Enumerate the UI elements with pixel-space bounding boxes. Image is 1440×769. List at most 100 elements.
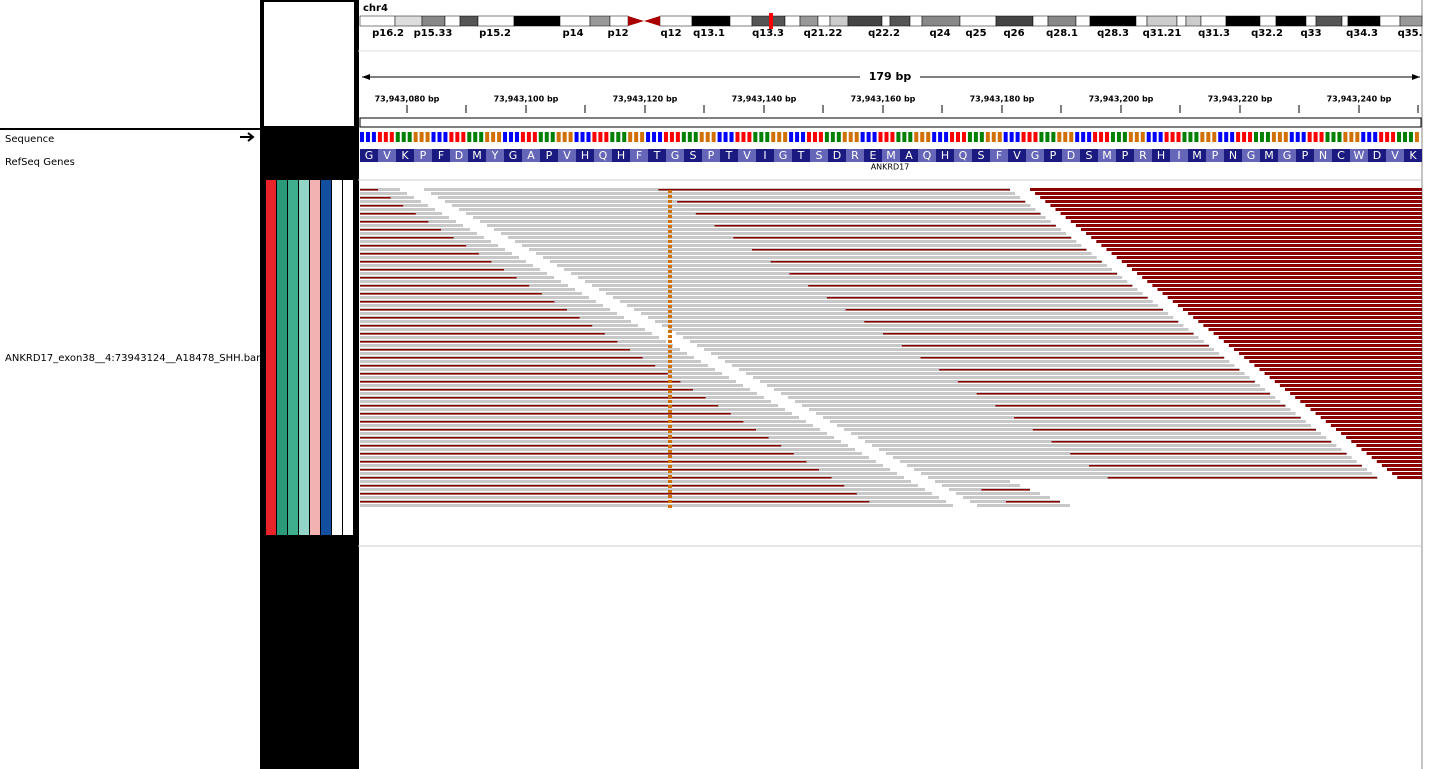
base — [365, 132, 370, 142]
soft-clip — [1162, 292, 1422, 295]
soft-clip — [1203, 324, 1422, 327]
mismatch — [668, 345, 672, 348]
soft-clip — [360, 405, 719, 407]
cytoband — [691, 15, 731, 27]
band-label: q31.21 — [1143, 28, 1182, 39]
soft-clip — [1055, 208, 1422, 211]
ruler-bar — [359, 117, 1422, 128]
codon — [1044, 149, 1062, 162]
soft-clip — [1088, 465, 1362, 467]
base — [878, 132, 883, 142]
track-name[interactable]: Sequence — [5, 134, 54, 145]
codon — [738, 149, 756, 162]
soft-clip — [1320, 416, 1422, 419]
ruler-label: 73,943,180 bp — [970, 95, 1035, 104]
soft-clip — [1310, 408, 1422, 411]
base — [580, 132, 585, 142]
soft-clip — [360, 261, 492, 263]
cytoband — [1047, 15, 1077, 27]
soft-clip — [789, 273, 1118, 275]
soft-clip — [845, 309, 1163, 311]
soft-clip — [808, 285, 1133, 287]
base — [1385, 132, 1390, 142]
read — [837, 424, 1311, 427]
codon — [720, 149, 738, 162]
read — [690, 340, 1204, 343]
base — [389, 132, 394, 142]
base — [1367, 132, 1372, 142]
base — [449, 132, 454, 142]
base — [652, 132, 657, 142]
cytoband — [1347, 15, 1381, 27]
mismatch — [668, 240, 672, 243]
soft-clip — [360, 213, 416, 215]
amino-acid: W — [1354, 149, 1365, 162]
strand-arrow[interactable] — [240, 132, 255, 142]
base — [383, 132, 388, 142]
mismatch — [668, 495, 672, 498]
cytoband — [1135, 15, 1148, 27]
base — [425, 132, 430, 142]
base — [598, 132, 603, 142]
read — [360, 368, 715, 371]
cytoband — [1225, 15, 1261, 27]
base — [777, 132, 782, 142]
cytoband — [477, 15, 515, 27]
read — [627, 304, 1158, 307]
read — [360, 208, 435, 211]
base — [1271, 132, 1276, 142]
soft-clip — [360, 389, 693, 391]
codon — [1098, 149, 1116, 162]
soft-clip — [360, 437, 769, 439]
read — [360, 408, 785, 411]
soft-clip — [957, 381, 1255, 383]
mismatch — [668, 305, 672, 308]
mismatch — [668, 270, 672, 273]
soft-clip — [1366, 452, 1422, 455]
mismatch — [668, 370, 672, 373]
track-name[interactable]: ANKRD17_exon38__4:73943124__A18478_SHH.b… — [5, 353, 266, 364]
base — [807, 132, 811, 142]
cytoband — [609, 15, 629, 27]
band-label: q21.22 — [804, 28, 843, 39]
soft-clip — [360, 325, 593, 327]
base — [1057, 132, 1062, 142]
amino-acid: P — [1050, 149, 1057, 162]
base — [818, 132, 823, 142]
soft-clip — [1060, 212, 1422, 215]
soft-clip — [360, 285, 530, 287]
read — [746, 372, 1245, 375]
codon — [414, 149, 432, 162]
read — [360, 480, 911, 483]
soft-clip — [1070, 220, 1422, 223]
base — [455, 132, 460, 142]
mismatch — [668, 190, 672, 193]
base — [1134, 132, 1139, 142]
soft-clip — [1341, 432, 1422, 435]
mismatch — [668, 275, 672, 278]
mismatch — [668, 225, 672, 228]
base — [377, 132, 382, 142]
soft-clip — [770, 261, 1102, 263]
cytoband — [559, 15, 591, 27]
amino-acid: N — [1319, 149, 1327, 162]
base — [568, 132, 573, 142]
amino-acid: A — [905, 149, 913, 162]
soft-clip — [1096, 240, 1422, 243]
amino-acid: I — [1177, 149, 1180, 162]
base — [729, 132, 734, 142]
read — [360, 328, 645, 331]
mismatch — [668, 360, 672, 363]
amino-acid: D — [1067, 149, 1075, 162]
soft-clip — [1188, 312, 1422, 315]
soft-clip — [677, 201, 1026, 203]
cytoband — [1089, 15, 1137, 27]
soft-clip — [1172, 300, 1422, 303]
track-name[interactable]: RefSeq Genes — [5, 157, 75, 168]
read — [564, 268, 1112, 271]
soft-clip — [733, 237, 1072, 239]
read — [360, 344, 673, 347]
soft-clip — [1295, 396, 1422, 399]
amino-acid: H — [941, 149, 949, 162]
ruler-label: 73,943,140 bp — [732, 95, 797, 104]
